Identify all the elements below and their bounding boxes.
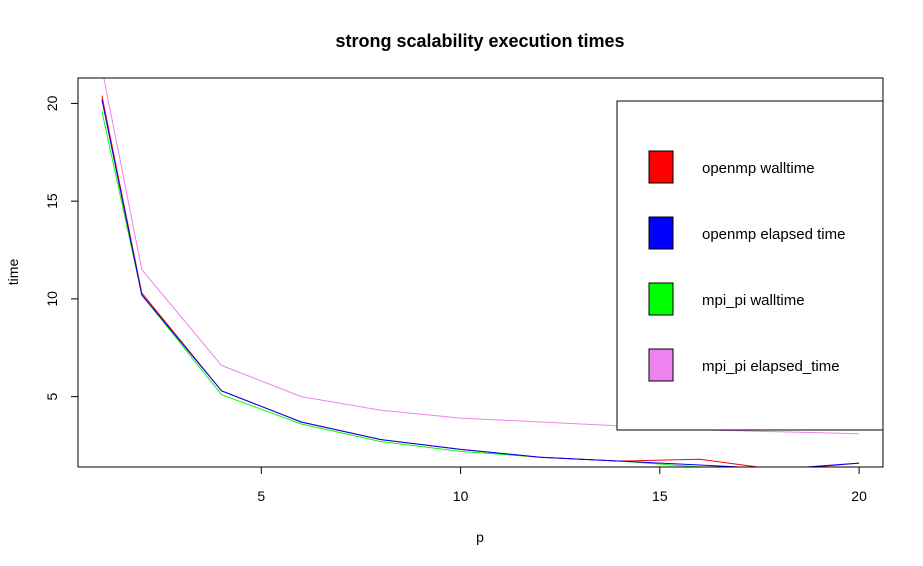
legend-swatch-openmp-elapsed-time xyxy=(648,216,674,250)
legend-label-openmp-elapsed-time: openmp elapsed time xyxy=(702,226,845,243)
x-axis-label: p xyxy=(476,529,484,545)
y-tick-label-15: 15 xyxy=(44,193,60,209)
legend-label-mpi-pi-elapsed-time: mpi_pi elapsed_time xyxy=(702,358,840,375)
legend-swatch-openmp-walltime xyxy=(648,150,674,184)
legend: openmp walltime openmp elapsed time mpi_pi… xyxy=(616,100,884,431)
x-tick-label-10: 10 xyxy=(453,488,469,504)
series-layer xyxy=(101,78,860,467)
legend-swatch-mpi-pi-walltime xyxy=(648,282,674,316)
y-tick-label-20: 20 xyxy=(44,95,60,111)
x-axis: 5 10 15 20 xyxy=(257,467,867,504)
legend-swatch-mpi-pi-elapsed-time xyxy=(648,348,674,382)
legend-label-openmp-walltime: openmp walltime xyxy=(702,160,815,177)
x-tick-label-20: 20 xyxy=(851,488,867,504)
y-axis-label: time xyxy=(5,259,21,286)
y-tick-label-5: 5 xyxy=(44,393,60,401)
x-tick-label-5: 5 xyxy=(257,488,265,504)
y-axis: 5 10 15 20 xyxy=(44,95,78,401)
series-line-mpi-pi-elapsed-time xyxy=(103,78,860,435)
chart-title: strong scalability execution times xyxy=(335,31,624,51)
x-tick-label-15: 15 xyxy=(652,488,668,504)
series-line-mpi-pi-walltime xyxy=(101,111,720,467)
y-tick-label-10: 10 xyxy=(44,291,60,307)
legend-label-mpi-pi-walltime: mpi_pi walltime xyxy=(702,292,805,309)
series-line-openmp-elapsed-time xyxy=(101,99,860,467)
